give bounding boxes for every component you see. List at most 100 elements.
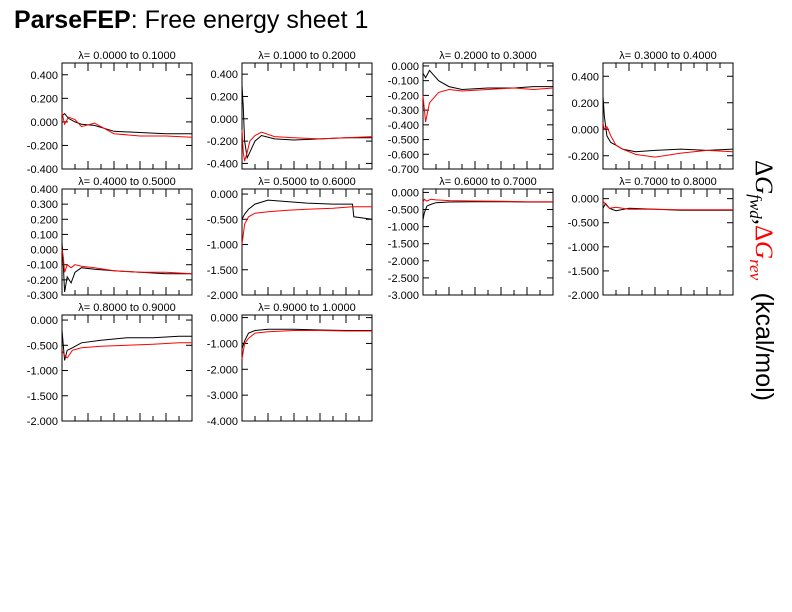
y-tick-label: -3.000 bbox=[207, 390, 238, 402]
y-tick-label: 0.000 bbox=[30, 245, 58, 257]
y-tick-label: -0.500 bbox=[388, 135, 419, 147]
panel-frame bbox=[61, 62, 193, 170]
forward-series-line bbox=[61, 112, 192, 135]
panel-frame bbox=[602, 188, 734, 296]
y-tick-label: -0.700 bbox=[388, 164, 419, 176]
y-tick-label: -0.400 bbox=[207, 158, 238, 170]
ylabel-delta-fwd: Δ bbox=[750, 160, 777, 177]
reverse-series-line bbox=[61, 112, 193, 138]
forward-series-line bbox=[602, 96, 734, 153]
panel-title: λ= 0.2000 to 0.3000 bbox=[439, 50, 537, 62]
y-tick-label: -1.000 bbox=[568, 242, 599, 254]
y-tick-label: -0.100 bbox=[27, 260, 58, 272]
y-tick-label: 0.000 bbox=[210, 313, 238, 325]
page-title: ParseFEP: Free energy sheet 1 bbox=[14, 6, 368, 35]
ylabel-g-fwd: G bbox=[750, 176, 777, 195]
panel-frame bbox=[61, 188, 193, 296]
panel-frame bbox=[422, 188, 554, 296]
title-rest: : Free energy sheet 1 bbox=[130, 6, 369, 34]
y-tick-label: -0.500 bbox=[388, 205, 419, 217]
y-tick-label: -0.200 bbox=[27, 140, 58, 152]
reverse-series-line bbox=[61, 249, 193, 275]
forward-series-line bbox=[422, 201, 553, 220]
ylabel-rev-sub: rev bbox=[746, 259, 765, 281]
y-tick-label: -2.000 bbox=[207, 290, 238, 302]
y-tick-label: -0.400 bbox=[27, 164, 58, 176]
reverse-series-line bbox=[422, 198, 553, 203]
y-tick-label: 0.100 bbox=[30, 229, 58, 241]
panel-frame bbox=[241, 62, 373, 170]
forward-series-line bbox=[422, 69, 553, 91]
y-tick-label: 0.000 bbox=[210, 189, 238, 201]
y-tick-label: -2.000 bbox=[27, 416, 58, 428]
y-tick-label: 0.200 bbox=[571, 98, 599, 110]
y-tick-label: -0.200 bbox=[27, 275, 58, 287]
reverse-series-line bbox=[61, 342, 192, 359]
ylabel-unit: (kcal/mol) bbox=[750, 292, 778, 402]
y-tick-label: 0.200 bbox=[210, 91, 238, 103]
y-tick-label: -2.500 bbox=[388, 273, 419, 285]
y-tick-label: 0.000 bbox=[30, 117, 58, 129]
panel-title: λ= 0.5000 to 0.6000 bbox=[258, 176, 356, 188]
y-tick-label: 0.000 bbox=[391, 61, 419, 73]
y-tick-label: -1.500 bbox=[388, 239, 419, 251]
y-tick-label: -0.500 bbox=[568, 218, 599, 230]
panel-title: λ= 0.0000 to 0.1000 bbox=[78, 50, 176, 62]
panel-title: λ= 0.6000 to 0.7000 bbox=[439, 176, 537, 188]
forward-series-line bbox=[61, 241, 192, 293]
y-tick-label: 0.200 bbox=[30, 93, 58, 105]
y-tick-label: 0.200 bbox=[30, 214, 58, 226]
y-tick-label: 0.000 bbox=[571, 124, 599, 136]
y-tick-label: -1.000 bbox=[207, 240, 238, 252]
y-tick-label: -0.100 bbox=[388, 76, 419, 88]
y-tick-label: 0.300 bbox=[30, 199, 58, 211]
y-tick-label: 0.400 bbox=[210, 69, 238, 81]
ylabel-fwd-sub: fwd bbox=[746, 194, 765, 219]
y-tick-label: -1.500 bbox=[568, 266, 599, 278]
y-tick-label: -4.000 bbox=[207, 416, 238, 428]
y-tick-label: -2.000 bbox=[388, 256, 419, 268]
forward-series-line bbox=[241, 85, 372, 160]
y-tick-label: -3.000 bbox=[388, 290, 419, 302]
reverse-series-line bbox=[241, 206, 372, 245]
y-tick-label: -0.500 bbox=[27, 340, 58, 352]
y-tick-label: 0.400 bbox=[30, 70, 58, 82]
panel-title: λ= 0.4000 to 0.5000 bbox=[78, 176, 176, 188]
y-tick-label: 0.000 bbox=[30, 315, 58, 327]
y-tick-label: -0.500 bbox=[207, 214, 238, 226]
y-tick-label: -0.400 bbox=[388, 120, 419, 132]
y-tick-label: -0.300 bbox=[27, 290, 58, 302]
y-tick-label: 0.000 bbox=[391, 187, 419, 199]
y-tick-label: 0.000 bbox=[210, 114, 238, 126]
panel-frame bbox=[61, 314, 193, 422]
y-tick-label: -0.200 bbox=[568, 151, 599, 163]
y-tick-label: -1.500 bbox=[27, 391, 58, 403]
forward-series-line bbox=[61, 330, 192, 361]
y-tick-label: -2.000 bbox=[207, 364, 238, 376]
y-tick-label: 0.400 bbox=[571, 71, 599, 83]
panel-frame bbox=[602, 62, 734, 170]
reverse-series-line bbox=[602, 200, 733, 211]
forward-series-line bbox=[241, 199, 373, 220]
y-tick-label: -0.600 bbox=[388, 149, 419, 161]
ylabel-g-rev: G bbox=[750, 241, 777, 260]
y-tick-label: -2.000 bbox=[568, 290, 599, 302]
reverse-series-line bbox=[241, 129, 373, 162]
panel-title: λ= 0.9000 to 1.0000 bbox=[258, 302, 356, 314]
y-tick-label: 0.400 bbox=[30, 184, 58, 196]
y-tick-label: -1.000 bbox=[388, 222, 419, 234]
y-tick-label: -1.000 bbox=[27, 366, 58, 378]
panel-title: λ= 0.7000 to 0.8000 bbox=[619, 176, 717, 188]
y-tick-label: 0.000 bbox=[571, 194, 599, 206]
panel-title: λ= 0.3000 to 0.4000 bbox=[619, 50, 717, 62]
y-tick-label: -1.000 bbox=[207, 338, 238, 350]
reverse-series-line bbox=[602, 122, 734, 158]
panel-title: λ= 0.1000 to 0.2000 bbox=[258, 50, 356, 62]
y-tick-label: -0.300 bbox=[388, 105, 419, 117]
reverse-series-line bbox=[241, 330, 372, 360]
reverse-series-line bbox=[422, 87, 554, 123]
y-tick-label: -0.200 bbox=[388, 90, 419, 102]
y-tick-label: -1.500 bbox=[207, 265, 238, 277]
y-tick-label: -0.200 bbox=[207, 136, 238, 148]
